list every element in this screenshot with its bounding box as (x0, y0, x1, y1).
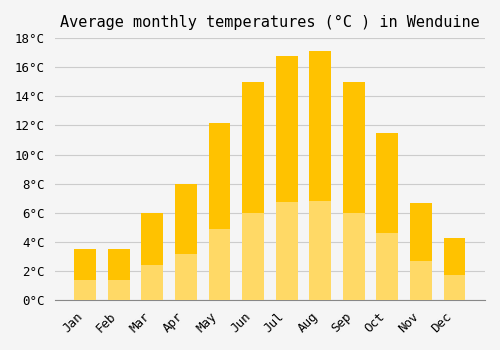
Bar (444, 275, 466, 300)
Bar (310, 51, 331, 300)
Bar (376, 233, 398, 300)
Bar (142, 213, 164, 300)
Bar (242, 213, 264, 300)
Bar (343, 82, 364, 300)
Bar (208, 229, 231, 300)
Bar (444, 238, 466, 300)
Bar (343, 213, 364, 300)
Bar (108, 249, 130, 300)
Bar (410, 203, 432, 300)
Bar (276, 56, 297, 300)
Bar (376, 133, 398, 300)
Title: Average monthly temperatures (°C ) in Wenduine: Average monthly temperatures (°C ) in We… (60, 15, 480, 30)
Bar (142, 265, 164, 300)
Bar (242, 82, 264, 300)
Bar (74, 249, 96, 300)
Bar (410, 261, 432, 300)
Bar (208, 122, 231, 300)
Bar (175, 254, 197, 300)
Bar (310, 201, 331, 300)
Bar (108, 280, 130, 300)
Bar (74, 280, 96, 300)
Bar (276, 202, 297, 300)
Bar (175, 184, 197, 300)
